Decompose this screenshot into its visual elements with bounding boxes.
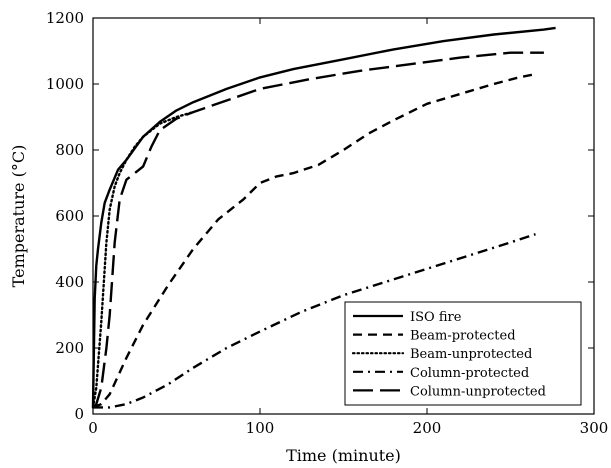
- legend-label-column-unprotected: Column-unprotected: [410, 384, 546, 399]
- y-tick-label: 800: [55, 141, 84, 159]
- legend-label-beam-protected: Beam-protected: [410, 329, 516, 344]
- legend-label-beam-unprotected: Beam-unprotected: [410, 347, 532, 362]
- legend: ISO fire Beam-protected Beam-unprotected Co…: [344, 301, 582, 406]
- y-tick-label: 0: [74, 405, 84, 423]
- x-tick-label: 300: [580, 419, 609, 437]
- legend-label-iso-fire: ISO fire: [410, 310, 462, 325]
- x-axis-label: Time (minute): [286, 446, 401, 465]
- legend-label-column-protected: Column-protected: [410, 366, 529, 381]
- y-axis-label: Temperature (°C): [9, 145, 28, 288]
- y-tick-label: 1000: [46, 75, 84, 93]
- series-line-iso-fire: [91, 26, 556, 408]
- x-tick-label: 200: [413, 419, 442, 437]
- y-tick-label: 1200: [46, 9, 84, 27]
- x-tick-label: 100: [246, 419, 275, 437]
- series-layer: [91, 26, 556, 409]
- y-tick-label: 600: [55, 207, 84, 225]
- y-tick-label: 400: [55, 273, 84, 291]
- x-tick-label: 0: [88, 419, 98, 437]
- ticks-layer: 0 100 200 300 0 200 400 600 800 1000 1200: [46, 9, 609, 437]
- y-tick-label: 200: [55, 339, 84, 357]
- series-line-beam-protected: [92, 72, 536, 409]
- series-line-column-unprotected: [92, 51, 544, 409]
- series-line-beam-unprotected: [91, 110, 195, 409]
